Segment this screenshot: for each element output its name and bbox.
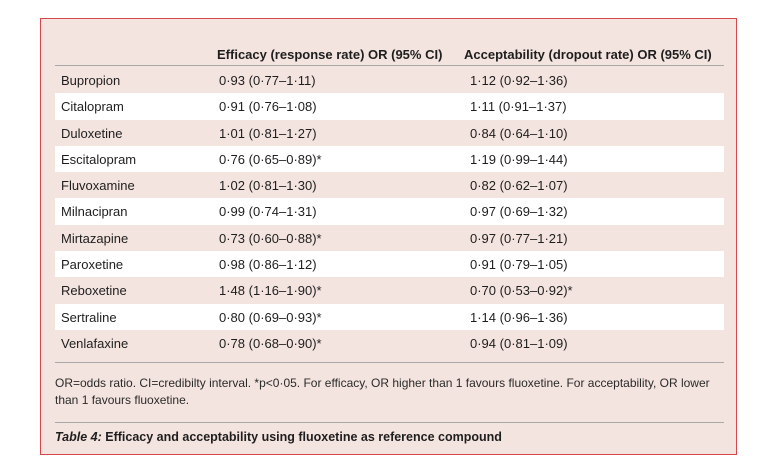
acceptability-cell: 1·14 (0·96–1·36) [470,309,568,325]
table-row: Citalopram 0·91 (0·76–1·08) 1·11 (0·91–1·3… [55,93,724,120]
caption-rule [55,422,724,423]
table-row: Bupropion 0·93 (0·77–1·11) 1·12 (0·92–1·36… [55,67,724,93]
efficacy-cell: 0·78 (0·68–0·90)* [219,335,322,351]
efficacy-cell: 1·01 (0·81–1·27) [219,125,317,141]
drug-name-cell: Escitalopram [61,151,137,167]
drug-name-cell: Fluvoxamine [61,178,135,194]
drug-name-cell: Bupropion [61,73,121,88]
acceptability-cell: 0·97 (0·69–1·32) [470,204,568,220]
table-bottom-rule [55,362,724,363]
table-row: Milnacipran 0·99 (0·74–1·31) 0·97 (0·69–1·… [55,198,724,225]
drug-name-cell: Sertraline [61,309,117,325]
acceptability-cell: 1·19 (0·99–1·44) [470,151,568,167]
table-row: Paroxetine 0·98 (0·86–1·12) 0·91 (0·79–1·0… [55,251,724,278]
acceptability-cell: 0·84 (0·64–1·10) [470,125,568,141]
efficacy-cell: 0·93 (0·77–1·11) [219,73,316,88]
table-row: Mirtazapine 0·73 (0·60–0·88)* 0·97 (0·77–1… [55,225,724,251]
efficacy-cell: 1·02 (0·81–1·30) [219,178,317,194]
drug-name-cell: Milnacipran [61,204,128,220]
table-row: Reboxetine 1·48 (1·16–1·90)* 0·70 (0·53–0·… [55,277,724,303]
efficacy-cell: 0·73 (0·60–0·88)* [219,230,322,246]
efficacy-cell: 0·76 (0·65–0·89)* [219,151,322,167]
caption-text: Efficacy and acceptability using fluoxet… [101,430,502,444]
header-acceptability: Acceptability (dropout rate) OR (95% CI) [464,47,712,62]
efficacy-cell: 0·91 (0·76–1·08) [219,99,317,115]
drug-name-cell: Reboxetine [61,283,127,299]
efficacy-cell: 0·99 (0·74–1·31) [219,204,317,220]
efficacy-cell: 0·80 (0·69–0·93)* [219,309,322,325]
drug-name-cell: Venlafaxine [61,335,129,351]
table-row: Duloxetine 1·01 (0·81–1·27) 0·84 (0·64–1·1… [55,120,724,146]
table-row: Fluvoxamine 1·02 (0·81–1·30) 0·82 (0·62–1·… [55,172,724,198]
drug-name-cell: Mirtazapine [61,230,129,246]
acceptability-cell: 1·12 (0·92–1·36) [470,73,568,88]
efficacy-cell: 1·48 (1·16–1·90)* [219,283,322,299]
drug-name-cell: Duloxetine [61,125,123,141]
caption-label: Table 4: [55,430,102,444]
efficacy-cell: 0·98 (0·86–1·12) [219,257,317,273]
acceptability-cell: 1·11 (0·91–1·37) [470,99,567,115]
acceptability-cell: 0·82 (0·62–1·07) [470,178,568,194]
header-efficacy: Efficacy (response rate) OR (95% CI) [217,47,443,62]
table-body: Bupropion 0·93 (0·77–1·11) 1·12 (0·92–1·36… [55,67,724,356]
acceptability-cell: 0·70 (0·53–0·92)* [470,283,573,299]
table-row: Venlafaxine 0·78 (0·68–0·90)* 0·94 (0·81–1… [55,330,724,356]
drug-name-cell: Citalopram [61,99,124,115]
header-rule [55,65,724,66]
table-row: Escitalopram 0·76 (0·65–0·89)* 1·19 (0·99–… [55,145,724,173]
drug-name-cell: Paroxetine [61,257,124,273]
acceptability-cell: 0·91 (0·79–1·05) [470,257,568,273]
table-row: Sertraline 0·80 (0·69–0·93)* 1·14 (0·96–1·… [55,303,724,330]
table-caption: Table 4: Efficacy and acceptability usin… [55,430,502,444]
acceptability-cell: 0·97 (0·77–1·21) [470,230,568,246]
acceptability-cell: 0·94 (0·81–1·09) [470,335,568,351]
table-footnote: OR=odds ratio. CI=credibilty interval. *… [55,376,710,407]
table-panel: Efficacy (response rate) OR (95% CI) Acc… [40,18,737,455]
